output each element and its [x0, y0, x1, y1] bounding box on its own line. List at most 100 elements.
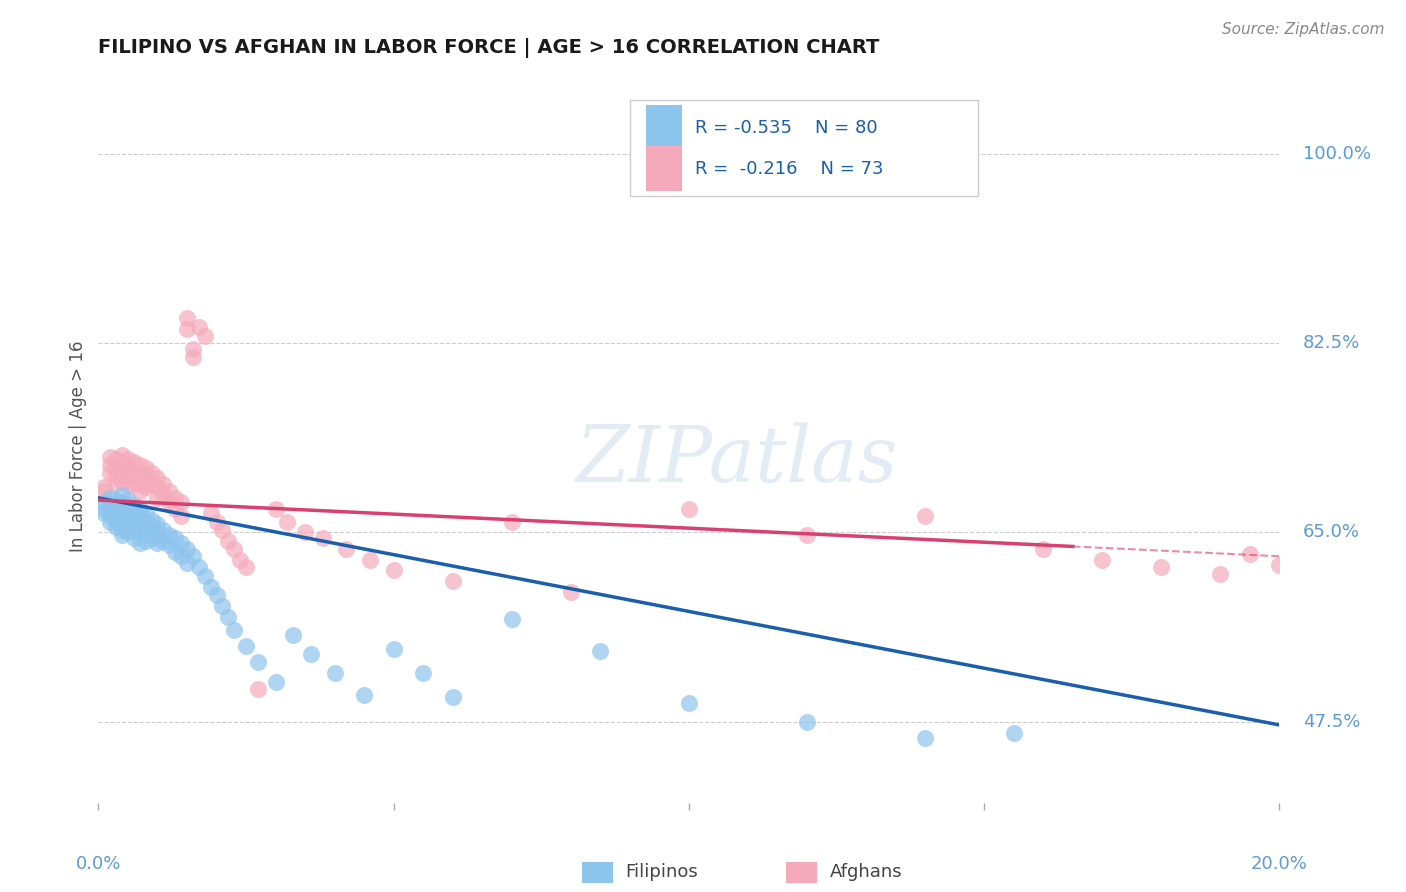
FancyBboxPatch shape — [630, 100, 979, 196]
Point — [128, 467, 150, 482]
Point — [135, 524, 157, 538]
Point — [128, 475, 150, 490]
Point — [501, 612, 523, 626]
Point — [678, 696, 700, 710]
Point — [122, 515, 145, 529]
Point — [678, 501, 700, 516]
Point — [93, 480, 115, 494]
Point — [111, 465, 134, 479]
Point — [181, 351, 204, 365]
Point — [205, 588, 228, 602]
Point — [111, 524, 134, 538]
Point — [98, 504, 121, 518]
Point — [176, 541, 198, 556]
Point — [117, 525, 139, 540]
Point — [246, 655, 269, 669]
Point — [200, 580, 222, 594]
Point — [117, 493, 139, 508]
Point — [170, 536, 193, 550]
Point — [1091, 552, 1114, 566]
Point — [170, 549, 193, 564]
Point — [194, 568, 217, 582]
Point — [211, 524, 233, 538]
Point — [146, 516, 169, 531]
Point — [796, 714, 818, 729]
Point — [359, 552, 381, 566]
Point — [135, 480, 157, 494]
Point — [105, 469, 128, 483]
Point — [135, 460, 157, 475]
Point — [176, 311, 198, 326]
Point — [146, 491, 169, 505]
Text: 47.5%: 47.5% — [1303, 713, 1361, 731]
Point — [323, 666, 346, 681]
Point — [122, 455, 145, 469]
Point — [122, 499, 145, 513]
Point — [122, 531, 145, 545]
Point — [141, 476, 163, 491]
Point — [117, 452, 139, 467]
Point — [165, 491, 187, 505]
Point — [235, 560, 257, 574]
Point — [111, 448, 134, 462]
Point — [181, 549, 204, 564]
Point — [122, 524, 145, 538]
Point — [152, 524, 174, 538]
Point — [105, 499, 128, 513]
Point — [122, 506, 145, 520]
Point — [128, 525, 150, 540]
Point — [246, 682, 269, 697]
Point — [157, 495, 180, 509]
Point — [111, 456, 134, 470]
Point — [1239, 547, 1261, 561]
Point — [1002, 725, 1025, 739]
Point — [217, 534, 239, 549]
Point — [98, 450, 121, 464]
Point — [299, 647, 322, 661]
Point — [111, 527, 134, 541]
Point — [312, 531, 335, 545]
Point — [117, 501, 139, 516]
Point — [117, 478, 139, 492]
Point — [176, 556, 198, 570]
Point — [152, 476, 174, 491]
Point — [135, 515, 157, 529]
Point — [141, 466, 163, 480]
Point — [117, 460, 139, 475]
Point — [111, 516, 134, 531]
Point — [98, 509, 121, 524]
Y-axis label: In Labor Force | Age > 16: In Labor Force | Age > 16 — [69, 340, 87, 552]
Point — [98, 458, 121, 473]
Point — [229, 552, 252, 566]
Text: R =  -0.216    N = 73: R = -0.216 N = 73 — [695, 160, 883, 178]
Point — [117, 469, 139, 483]
Point — [187, 320, 209, 334]
Point — [128, 509, 150, 524]
Point — [105, 476, 128, 491]
Point — [165, 531, 187, 545]
FancyBboxPatch shape — [647, 105, 682, 150]
Point — [93, 506, 115, 520]
Text: 100.0%: 100.0% — [1303, 145, 1371, 163]
Text: 0.0%: 0.0% — [76, 855, 121, 872]
Point — [224, 623, 246, 637]
Point — [157, 527, 180, 541]
Point — [796, 527, 818, 541]
Text: R = -0.535    N = 80: R = -0.535 N = 80 — [695, 119, 877, 136]
Point — [105, 460, 128, 475]
Point — [93, 495, 115, 509]
Point — [165, 501, 187, 516]
Point — [1150, 560, 1173, 574]
Point — [105, 504, 128, 518]
Point — [122, 476, 145, 491]
Point — [382, 563, 405, 577]
Point — [157, 539, 180, 553]
Point — [98, 499, 121, 513]
Point — [170, 495, 193, 509]
FancyBboxPatch shape — [647, 146, 682, 191]
Point — [276, 515, 298, 529]
Point — [105, 515, 128, 529]
Point — [914, 509, 936, 524]
Point — [353, 688, 375, 702]
Point — [141, 531, 163, 545]
